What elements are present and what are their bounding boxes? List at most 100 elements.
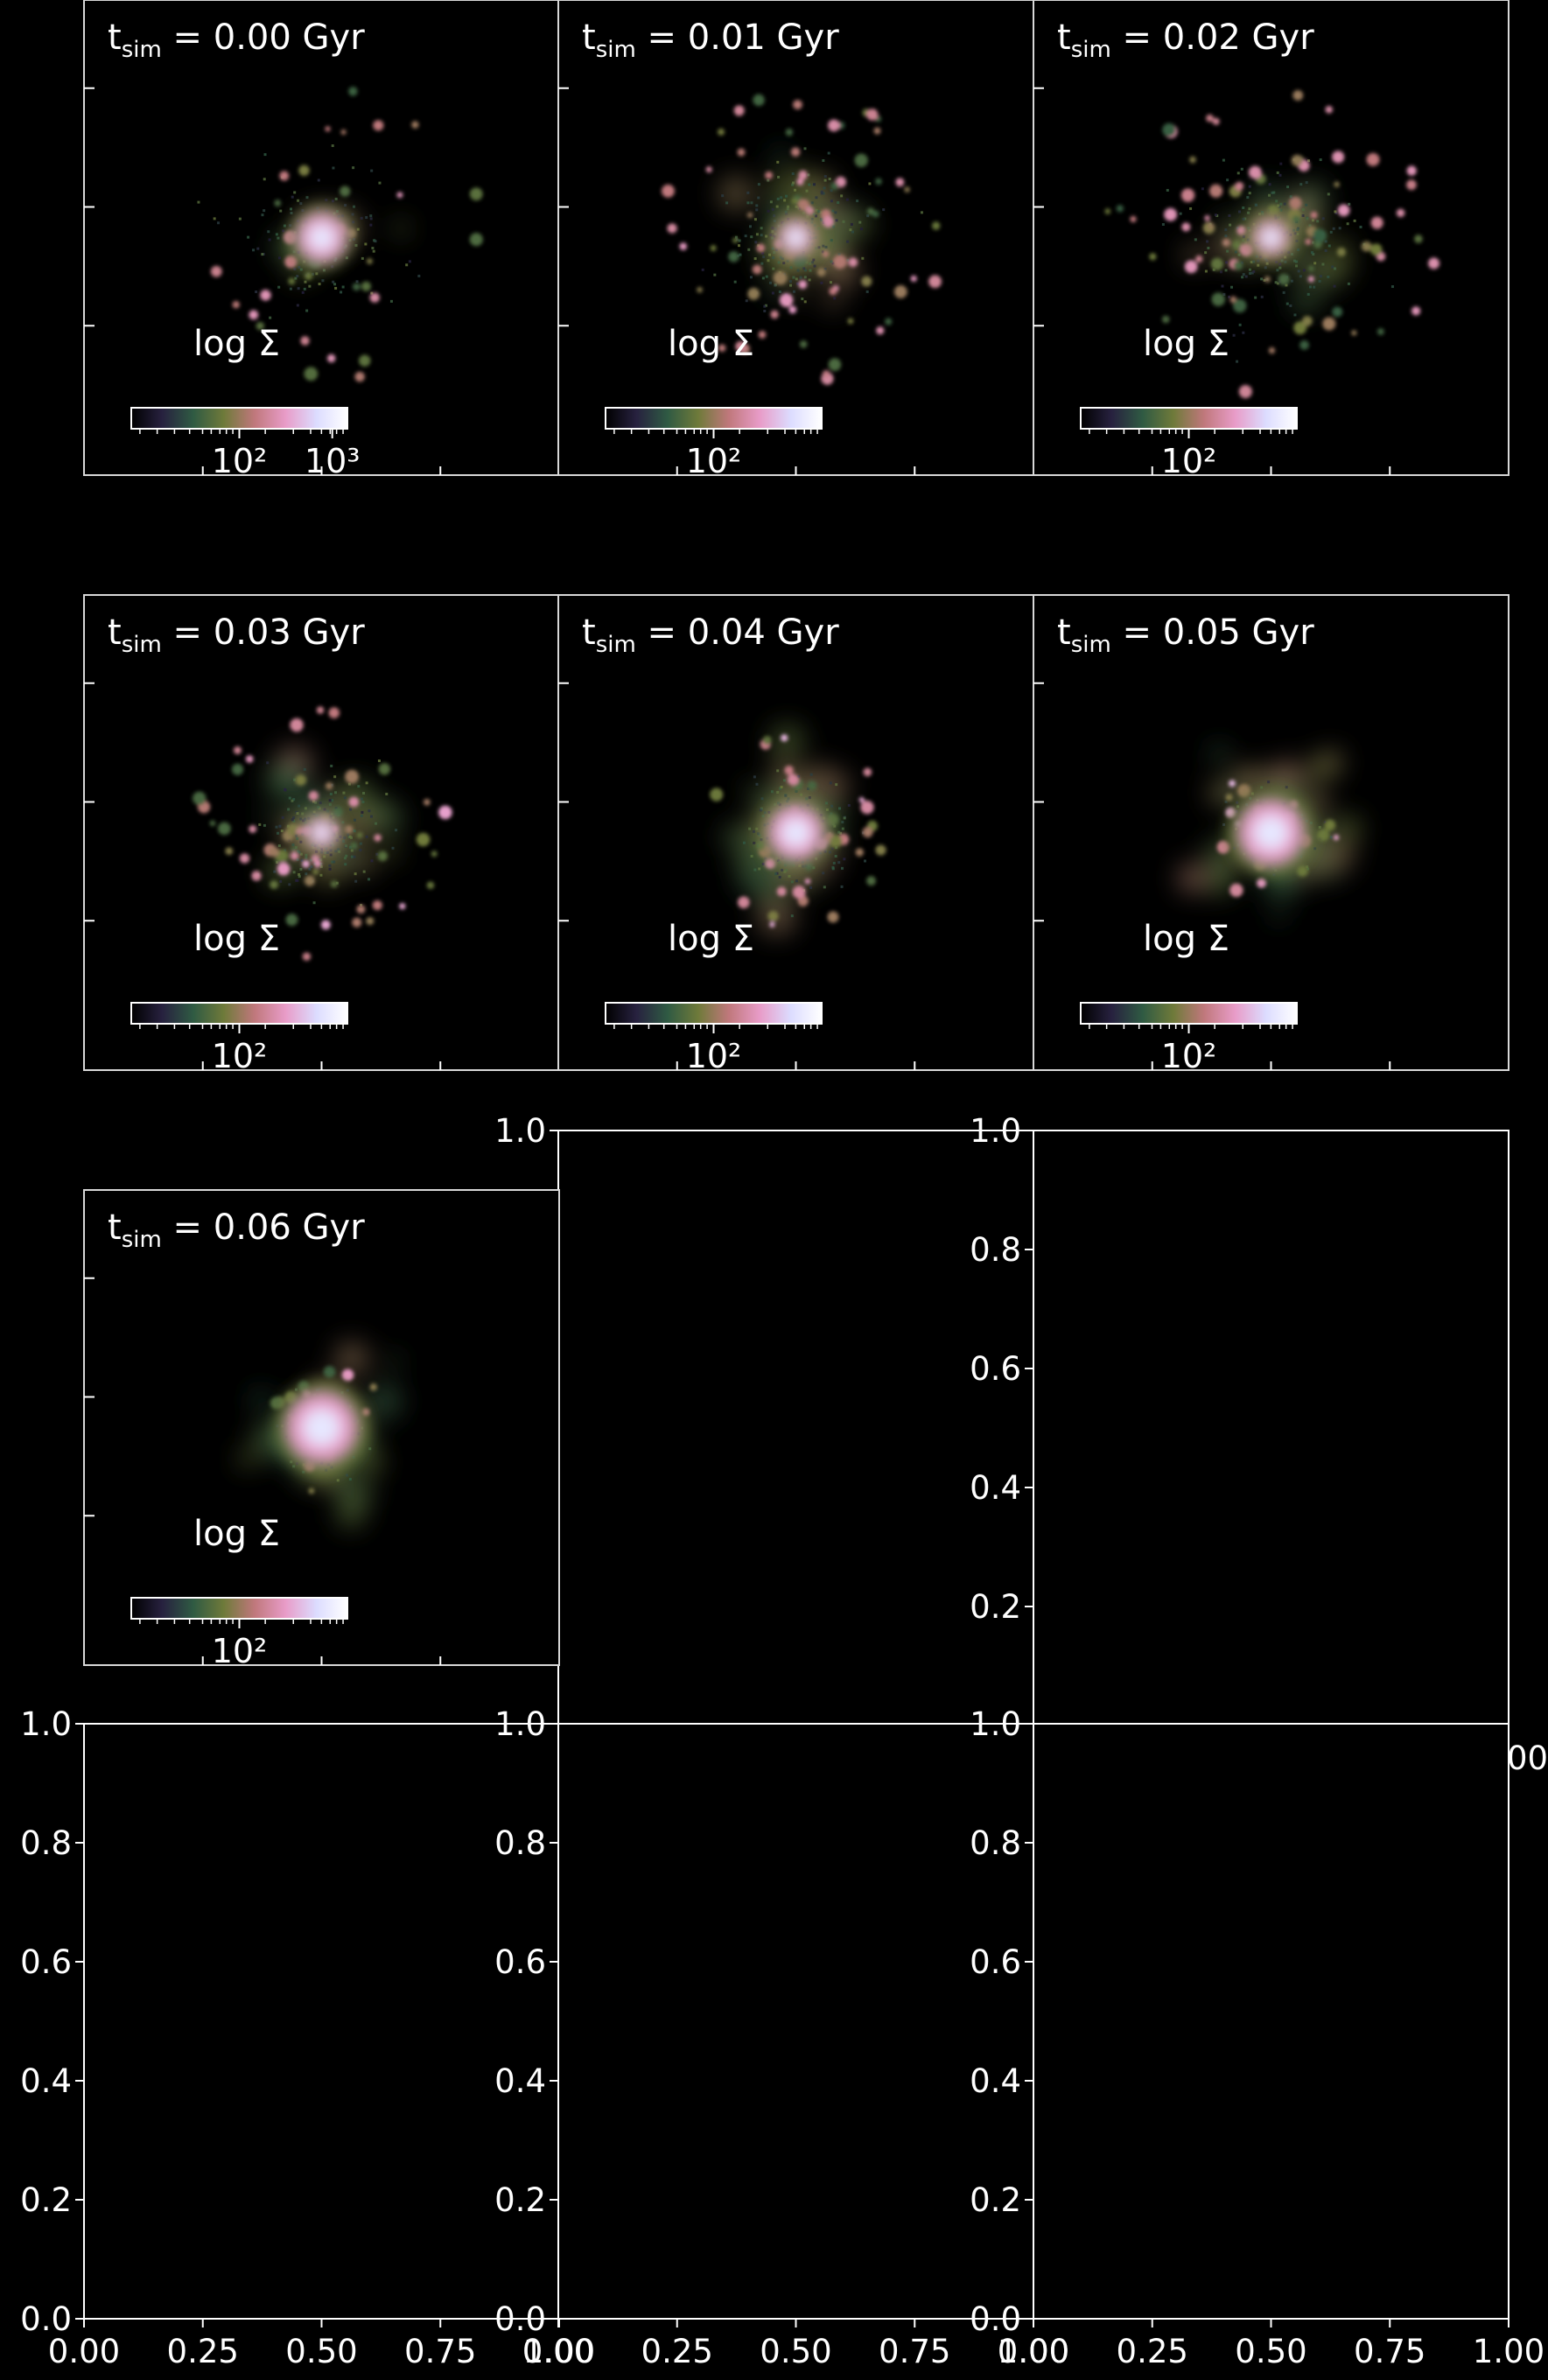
gas-pixel — [820, 190, 823, 193]
gas-pixel — [277, 844, 281, 848]
gas-pixel — [1238, 323, 1242, 326]
clump — [193, 791, 207, 806]
clump — [1289, 196, 1302, 210]
gas-pixel — [824, 802, 828, 805]
gas-pixel — [1333, 267, 1336, 270]
gas-pixel — [1312, 241, 1315, 244]
gas-pixel — [282, 229, 285, 233]
gas-pixel — [773, 220, 776, 223]
clump — [1293, 321, 1307, 335]
gas-pixel — [341, 285, 345, 289]
gas-cloud — [1316, 749, 1344, 777]
clump — [367, 258, 373, 264]
clump — [765, 171, 774, 179]
gas-pixel — [334, 286, 338, 290]
gas-pixel — [882, 208, 886, 212]
gas-pixel — [1261, 211, 1264, 214]
gas-pixel — [1222, 822, 1226, 826]
gas-pixel — [1390, 285, 1394, 289]
gas-pixel — [353, 855, 356, 858]
y-tick-label: 0.6 — [970, 1943, 1021, 1981]
gas-pixel — [305, 196, 309, 200]
core — [1245, 212, 1297, 263]
clump — [747, 287, 760, 300]
gas-pixel — [801, 298, 804, 301]
gas-pixel — [1236, 172, 1240, 175]
gas-pixel — [1194, 238, 1197, 242]
gas-pixel — [1306, 865, 1309, 869]
gas-cloud — [766, 280, 784, 298]
clump — [733, 105, 745, 116]
gas-pixel — [315, 272, 319, 276]
gas-pixel — [827, 151, 830, 155]
gas-pixel — [338, 850, 341, 853]
gas-pixel — [356, 228, 360, 231]
gas-cloud — [732, 846, 765, 879]
gas-pixel — [1329, 230, 1333, 234]
gas-pixel — [823, 186, 826, 190]
gas-pixel — [1286, 186, 1290, 189]
gas-pixel — [750, 276, 753, 279]
gas-pixel — [750, 855, 753, 858]
gas-pixel — [791, 172, 795, 176]
gas-pixel — [738, 239, 741, 242]
clump — [326, 354, 336, 363]
gas-cloud — [336, 1501, 365, 1530]
gas-pixel — [792, 290, 795, 293]
clump — [1164, 207, 1178, 221]
gas-pixel — [1250, 271, 1254, 275]
gas-pixel — [296, 812, 299, 816]
clump — [1332, 150, 1345, 164]
gas-pixel — [796, 269, 800, 272]
gas-cloud — [823, 233, 843, 251]
clump — [1149, 253, 1157, 261]
clump — [396, 192, 403, 199]
gas-pixel — [835, 219, 838, 222]
gas-pixel — [794, 188, 797, 192]
gas-pixel — [344, 204, 347, 207]
gas-pixel — [755, 233, 759, 236]
x-tick-label: 0.00 — [522, 2333, 594, 2370]
colorbar-label: log Σ — [668, 919, 754, 959]
gas-pixel — [1166, 188, 1169, 192]
gas-pixel — [1321, 262, 1325, 266]
gas-pixel — [866, 214, 870, 218]
gas-pixel — [1299, 183, 1303, 186]
clump — [1310, 211, 1318, 219]
gas-pixel — [310, 865, 313, 869]
clump — [316, 706, 325, 714]
gas-pixel — [1275, 260, 1278, 263]
clump — [320, 920, 331, 930]
gas-pixel — [1274, 281, 1278, 284]
clump — [361, 281, 372, 291]
gas-pixel — [302, 1470, 305, 1474]
gas-pixel — [357, 785, 361, 788]
clump — [308, 790, 319, 802]
gas-pixel — [822, 244, 825, 248]
colorbar: 10² — [130, 1597, 348, 1670]
clump — [426, 881, 435, 890]
clump — [767, 911, 779, 922]
y-tick-label: 1.0 — [970, 1112, 1021, 1150]
gas-pixel — [761, 862, 765, 865]
clump — [1317, 829, 1330, 842]
gas-pixel — [294, 276, 298, 280]
density-map — [193, 706, 452, 961]
clump — [256, 321, 264, 331]
clump — [829, 835, 843, 848]
y-tick-label: 0.2 — [970, 1588, 1021, 1626]
gas-pixel — [1224, 228, 1228, 232]
gas-cloud — [764, 178, 783, 196]
gas-pixel — [830, 847, 834, 850]
clump — [1229, 883, 1243, 898]
gas-pixel — [763, 304, 767, 308]
gas-pixel — [1228, 295, 1231, 298]
gas-pixel — [305, 309, 309, 312]
clump — [728, 251, 739, 262]
colorbar: 10² 10³ — [130, 407, 361, 480]
gas-pixel — [1318, 825, 1321, 829]
gas-pixel — [330, 764, 333, 767]
gas-pixel — [782, 779, 786, 782]
gas-pixel — [739, 253, 742, 256]
gas-pixel — [323, 808, 326, 811]
